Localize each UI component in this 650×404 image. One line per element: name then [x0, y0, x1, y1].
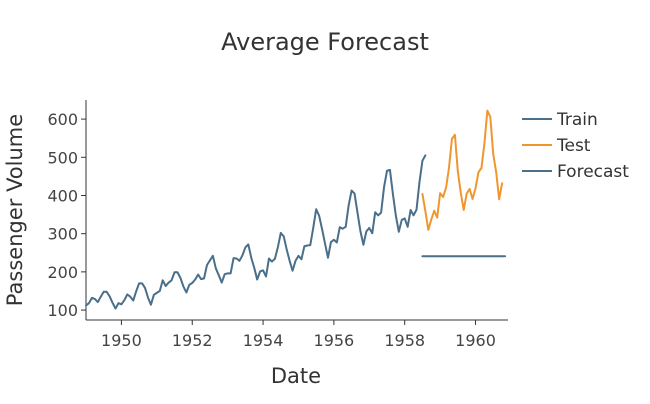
y-axis-title: Passenger Volume [3, 114, 27, 306]
x-tick-label: 1960 [455, 331, 496, 350]
x-tick-label: 1958 [384, 331, 425, 350]
x-axis-title: Date [271, 364, 321, 388]
y-tick-label: 500 [47, 148, 78, 167]
series-layer [85, 109, 507, 310]
series-line-train [85, 154, 427, 310]
legend-label-train: Train [556, 110, 598, 130]
x-tick-label: 1954 [243, 331, 284, 350]
axes [85, 100, 508, 321]
y-tick-label: 200 [47, 263, 78, 282]
legend: Train Test Forecast [522, 110, 629, 182]
x-axis-ticks: 1950 1952 1954 1956 1958 1960 [101, 320, 496, 350]
legend-label-forecast: Forecast [557, 162, 629, 182]
chart-title: Average Forecast [221, 28, 429, 56]
legend-label-test: Test [556, 136, 591, 156]
y-tick-label: 300 [47, 225, 78, 244]
y-tick-label: 600 [47, 110, 78, 129]
x-tick-label: 1950 [101, 331, 142, 350]
x-tick-label: 1956 [314, 331, 355, 350]
series-line-test [421, 109, 504, 231]
y-axis-ticks: 100 200 300 400 500 600 [47, 110, 86, 320]
y-tick-label: 100 [47, 301, 78, 320]
x-tick-label: 1952 [172, 331, 213, 350]
y-tick-label: 400 [47, 186, 78, 205]
